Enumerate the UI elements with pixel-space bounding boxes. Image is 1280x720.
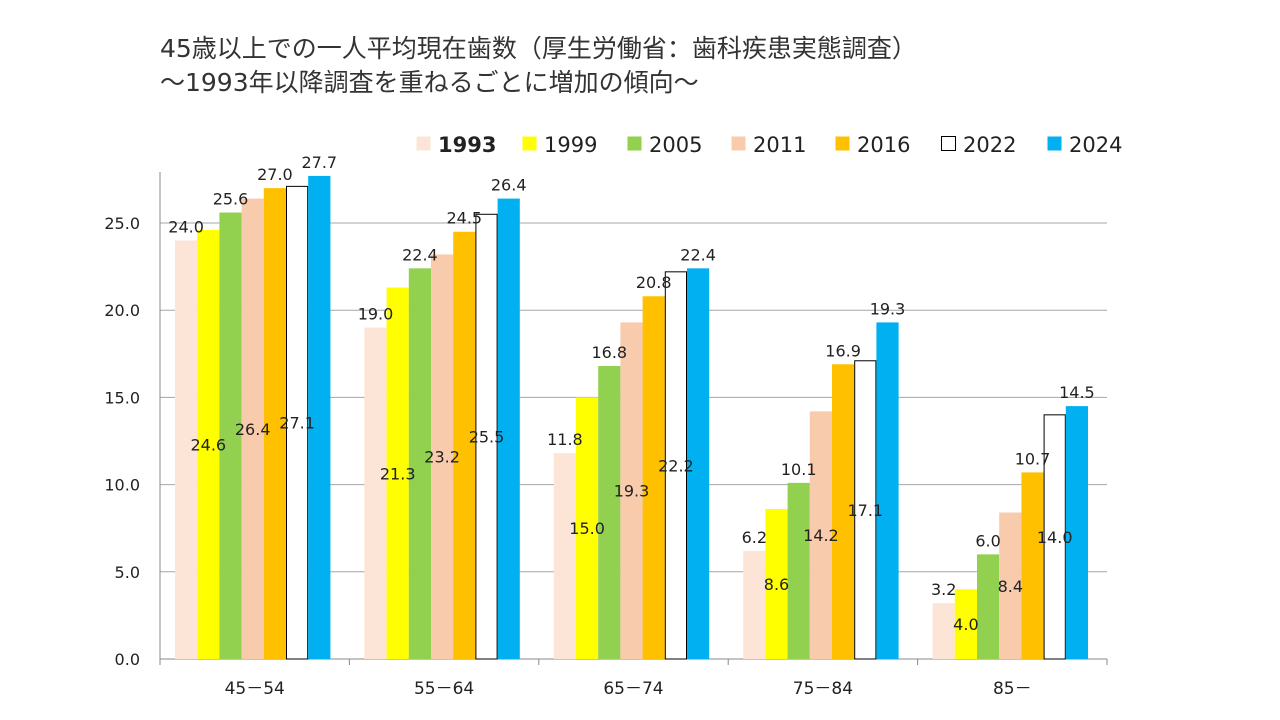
bar [664, 271, 687, 660]
bar [576, 397, 599, 659]
data-label: 27.1 [279, 414, 315, 433]
bar [642, 296, 665, 659]
bar [876, 322, 899, 659]
data-label: 26.4 [491, 176, 527, 195]
y-tick-label: 0.0 [115, 650, 140, 669]
bar [553, 453, 576, 659]
x-tick-label: 75－84 [793, 679, 853, 699]
x-tick-label: 85－ [993, 679, 1032, 699]
y-tick-label: 25.0 [104, 214, 140, 233]
bar [1043, 414, 1066, 660]
bar [954, 589, 977, 659]
y-tick-label: 10.0 [104, 476, 140, 495]
data-label: 22.4 [402, 245, 438, 264]
chart-subtitle-line2: 〜1993年以降調査を重ねるごとに増加の傾向〜 [160, 68, 699, 97]
data-label: 11.8 [547, 430, 583, 449]
data-label: 10.7 [1015, 449, 1051, 468]
bar [453, 231, 476, 659]
legend-label: 2016 [857, 133, 910, 157]
data-label: 27.7 [301, 153, 337, 172]
data-label: 6.0 [975, 531, 1000, 550]
bar [977, 554, 1000, 659]
bar [219, 212, 242, 659]
data-label: 25.5 [469, 428, 505, 447]
data-label: 4.0 [953, 615, 978, 634]
bar [497, 198, 520, 660]
legend-label: 2024 [1069, 133, 1122, 157]
data-label: 24.5 [446, 209, 482, 228]
bar [175, 240, 198, 659]
data-label: 16.9 [825, 341, 861, 360]
legend-label: 2011 [753, 133, 806, 157]
data-label: 24.0 [168, 217, 204, 236]
bar [999, 512, 1022, 659]
data-label: 14.0 [1037, 528, 1073, 547]
x-tick-label: 65－74 [603, 679, 663, 699]
data-label: 22.2 [658, 456, 694, 475]
bar [431, 254, 454, 659]
bar [765, 509, 788, 659]
legend-label: 2022 [963, 133, 1016, 157]
data-label: 14.5 [1059, 383, 1095, 402]
data-label: 23.2 [424, 448, 460, 467]
data-label: 22.4 [680, 245, 716, 264]
bar [687, 268, 710, 659]
bar [364, 327, 387, 659]
data-label: 25.6 [213, 190, 249, 209]
x-tick-label: 45－54 [225, 679, 285, 699]
bar [854, 360, 877, 660]
bar [809, 411, 832, 659]
data-label: 21.3 [380, 464, 416, 483]
data-label: 24.6 [190, 435, 226, 454]
data-label: 27.0 [257, 165, 293, 184]
legend-swatch [627, 136, 642, 151]
bar [787, 482, 810, 659]
legend-swatch [416, 136, 431, 151]
data-label: 8.4 [998, 577, 1023, 596]
bar [832, 364, 855, 659]
bar [286, 185, 309, 660]
data-label: 8.6 [764, 575, 789, 594]
bar [598, 366, 621, 659]
data-label: 6.2 [742, 528, 767, 547]
data-label: 20.8 [636, 273, 672, 292]
legend-label: 1993 [438, 133, 496, 157]
data-label: 19.0 [358, 305, 394, 324]
data-label: 15.0 [569, 519, 605, 538]
chart-title: 45歳以上での一人平均現在歯数（厚生労働省：歯科疾患実態調査） 〜1993年以降… [160, 32, 917, 100]
bar [1021, 472, 1044, 659]
bar [263, 188, 286, 659]
legend-swatch [835, 136, 850, 151]
bar [241, 198, 264, 660]
bar [1065, 406, 1088, 659]
y-tick-label: 15.0 [104, 388, 140, 407]
bar [386, 287, 409, 659]
data-label: 16.8 [591, 343, 627, 362]
bar [308, 175, 331, 660]
legend-swatch [731, 136, 746, 151]
legend-label: 2005 [649, 133, 702, 157]
y-tick-label: 20.0 [104, 301, 140, 320]
bar [197, 229, 220, 659]
data-label: 19.3 [870, 299, 906, 318]
bar [408, 268, 431, 659]
data-label: 19.3 [614, 482, 650, 501]
data-label: 14.2 [803, 526, 839, 545]
bar [743, 550, 766, 659]
data-label: 17.1 [847, 501, 883, 520]
chart-title-line1: 45歳以上での一人平均現在歯数（厚生労働省：歯科疾患実態調査） [160, 34, 917, 63]
bar [475, 213, 498, 660]
bar [620, 322, 643, 659]
legend-swatch [941, 136, 956, 151]
data-label: 26.4 [235, 420, 271, 439]
x-tick-label: 55－64 [414, 679, 474, 699]
legend-swatch [522, 136, 537, 151]
y-tick-label: 5.0 [115, 563, 140, 582]
legend-label: 1999 [544, 133, 597, 157]
data-label: 3.2 [931, 580, 956, 599]
bar [932, 603, 955, 659]
data-label: 10.1 [781, 460, 817, 479]
legend-swatch [1047, 136, 1062, 151]
